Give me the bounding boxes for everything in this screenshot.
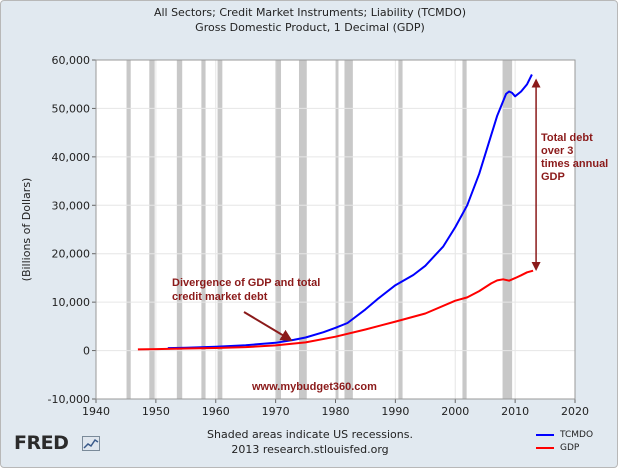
chart-title-line1: All Sectors; Credit Market Instruments; … bbox=[153, 6, 467, 19]
x-tick-label: 1990 bbox=[381, 405, 409, 418]
fred-graph-icon bbox=[82, 436, 100, 451]
legend-label-tcmdo: TCMDO bbox=[560, 429, 594, 440]
x-tick-label: 2010 bbox=[501, 405, 529, 418]
annotation-total-debt-text: Total debt bbox=[541, 132, 593, 144]
recession-band bbox=[502, 60, 513, 399]
recession-band bbox=[344, 60, 353, 399]
y-tick-label: 40,000 bbox=[52, 151, 91, 164]
fred-logo: FRED bbox=[14, 432, 69, 454]
recession-band bbox=[126, 60, 131, 399]
source-credit: 2013 research.stlouisfed.org bbox=[231, 443, 389, 456]
axes: -10,000 0 10,000 20,000 30,000 40,000 50,000 60… bbox=[20, 54, 589, 418]
annotation-divergence-text: credit market debt bbox=[172, 291, 268, 303]
series-line-gdp bbox=[137, 269, 534, 351]
legend: TCMDO GDP bbox=[536, 428, 593, 454]
legend-label-gdp: GDP bbox=[560, 442, 580, 453]
recession-band bbox=[398, 60, 403, 399]
annotation-total-debt-text: GDP bbox=[541, 171, 565, 183]
y-tick-label: 20,000 bbox=[52, 248, 91, 261]
y-tick-label: 50,000 bbox=[52, 102, 91, 115]
annotation-watermark-url: www.mybudget360.com bbox=[251, 381, 377, 393]
recession-band bbox=[335, 60, 339, 399]
y-tick-label: 10,000 bbox=[52, 296, 91, 309]
recession-band bbox=[149, 60, 155, 399]
legend-item-gdp: GDP bbox=[536, 441, 593, 454]
x-tick-label: 2020 bbox=[561, 405, 589, 418]
x-tick-label: 1970 bbox=[262, 405, 290, 418]
y-tick-label: 0 bbox=[83, 345, 90, 358]
recession-band bbox=[275, 60, 282, 399]
recession-band bbox=[176, 60, 183, 399]
recession-band bbox=[201, 60, 206, 399]
recession-band bbox=[217, 60, 223, 399]
x-tick-label: 1980 bbox=[322, 405, 350, 418]
recession-band bbox=[298, 60, 307, 399]
x-tick-label: 1940 bbox=[82, 405, 110, 418]
recession-shading bbox=[126, 60, 513, 399]
annotation-total-debt-text: times annual bbox=[541, 158, 608, 170]
x-tick-label: 2000 bbox=[441, 405, 469, 418]
x-tick-label: 1960 bbox=[202, 405, 230, 418]
recession-band bbox=[462, 60, 467, 399]
legend-swatch-tcmdo bbox=[536, 433, 554, 436]
annotations: Divergence of GDP and total credit market… bbox=[172, 78, 608, 393]
y-axis-label: (Billions of Dollars) bbox=[20, 178, 33, 282]
y-tick-label: 60,000 bbox=[52, 54, 91, 67]
recession-note: Shaded areas indicate US recessions. bbox=[207, 428, 413, 441]
annotation-divergence-arrow bbox=[243, 311, 293, 342]
chart-title-line2: Gross Domestic Product, 1 Decimal (GDP) bbox=[195, 21, 425, 34]
x-tick-label: 1950 bbox=[142, 405, 170, 418]
legend-swatch-gdp bbox=[536, 446, 554, 449]
legend-item-tcmdo: TCMDO bbox=[536, 428, 593, 441]
plot-border bbox=[95, 59, 576, 400]
annotation-total-debt-text: over 3 bbox=[541, 145, 573, 157]
y-tick-label: 30,000 bbox=[52, 199, 91, 212]
annotation-divergence-text: Divergence of GDP and total bbox=[172, 277, 320, 289]
y-tick-label: -10,000 bbox=[48, 393, 90, 406]
